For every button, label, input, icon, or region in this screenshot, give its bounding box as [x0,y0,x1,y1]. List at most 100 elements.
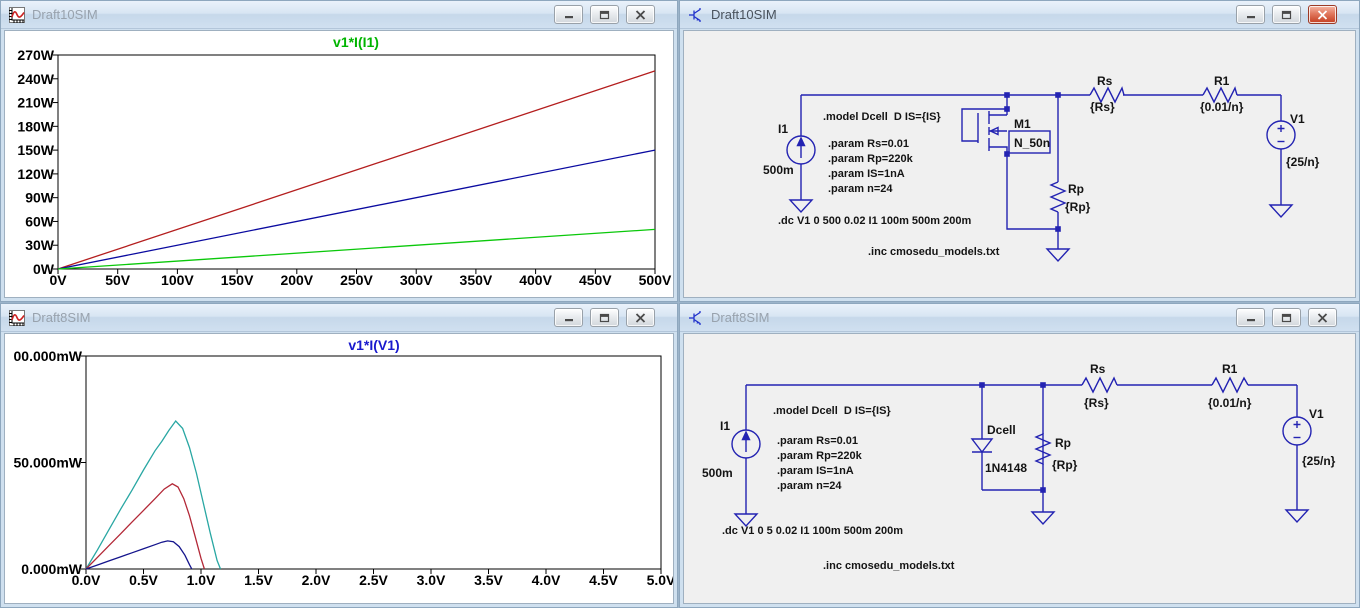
svg-text:4.0V: 4.0V [532,572,561,588]
svg-text:2.5V: 2.5V [359,572,388,588]
resistor-rp[interactable] [1030,385,1056,526]
resistor-r1[interactable] [1202,86,1238,104]
svg-text:0V: 0V [49,272,67,288]
restore-button[interactable] [1272,308,1301,327]
current-source-i1[interactable] [786,95,816,214]
minimize-button[interactable] [554,308,583,327]
r1-value: {0.01/n} [1200,100,1244,114]
titlebar[interactable]: Draft8SIM [680,304,1359,332]
param-is: .param IS=1nA [777,465,854,477]
junction-dots [1004,92,1061,232]
svg-text:0.000mW: 0.000mW [21,561,82,577]
waveform-pane[interactable]: v1*I(V1) 0.0V 0.5V 1.0V 1.5V 2.0V 2.5V 3.0V 3.5… [4,333,674,604]
diode-dcell[interactable] [970,385,1043,491]
svg-text:3.0V: 3.0V [417,572,446,588]
svg-text:0W: 0W [33,261,55,277]
window-title: Draft8SIM [32,310,91,325]
restore-button[interactable] [590,5,619,24]
waveform-icon [9,309,25,326]
d1-value: 1N4148 [985,461,1027,475]
i1-value: 500m [763,163,794,177]
v1-name: V1 [1290,112,1305,126]
waveform-window-bottom: Draft8SIM v1*I(V1) 0.0V 0.5V 1.0V 1.5V 2.0V 2… [0,303,678,608]
window-title: Draft10SIM [32,7,98,22]
svg-text:350V: 350V [460,272,493,288]
model-directive: .model Dcell D IS={IS} [823,111,941,123]
r1-name: R1 [1222,362,1238,376]
param-rs: .param Rs=0.01 [777,435,858,447]
titlebar[interactable]: Draft8SIM [1,304,677,332]
resistor-r1[interactable] [1211,376,1249,394]
param-is: .param IS=1nA [828,168,905,180]
plot-canvas[interactable]: 0V 50V 100V 150V 200V 250V 300V 350V 400V 450V 500… [17,47,672,288]
rs-name: Rs [1090,362,1106,376]
svg-text:4.5V: 4.5V [589,572,618,588]
close-button[interactable] [1308,5,1337,24]
rp-name: Rp [1068,182,1084,196]
minimize-button[interactable] [1236,5,1265,24]
waveform-window-top: Draft10SIM v1*I(I1) 0V 50V 100V 150V 200V 250… [0,0,678,302]
plot-canvas[interactable]: 0.0V 0.5V 1.0V 1.5V 2.0V 2.5V 3.0V 3.5V 4.0V 4.5V… [14,348,674,588]
rp-value: {Rp} [1065,200,1091,214]
svg-text:30W: 30W [25,237,55,253]
r1-name: R1 [1214,74,1230,88]
svg-text:3.5V: 3.5V [474,572,503,588]
titlebar[interactable]: Draft10SIM [680,1,1359,29]
v1-value: {25/n} [1302,454,1336,468]
svg-text:1.5V: 1.5V [244,572,273,588]
param-rp: .param Rp=220k [828,153,914,165]
svg-text:90W: 90W [25,190,55,206]
m1-name: M1 [1014,117,1031,131]
minimize-button[interactable] [554,5,583,24]
svg-text:500V: 500V [639,272,672,288]
resistor-rp[interactable] [1045,95,1071,263]
close-button[interactable] [1308,308,1337,327]
i1-value: 500m [702,466,733,480]
restore-button[interactable] [1272,5,1301,24]
plot-title: v1*I(V1) [348,337,399,353]
schematic-icon [688,310,704,326]
voltage-source-v1[interactable] [1266,95,1296,219]
svg-text:120W: 120W [17,166,54,182]
svg-text:240W: 240W [17,71,54,87]
minimize-button[interactable] [1236,308,1265,327]
titlebar[interactable]: Draft10SIM [1,1,677,29]
svg-text:300V: 300V [400,272,433,288]
m1-model: N_50n [1014,136,1050,150]
window-title: Draft8SIM [711,310,770,325]
svg-text:150W: 150W [17,142,54,158]
rs-value: {Rs} [1090,100,1115,114]
dc-directive: .dc V1 0 5 0.02 I1 100m 500m 200m [722,525,903,537]
param-rp: .param Rp=220k [777,450,863,462]
svg-text:200V: 200V [280,272,313,288]
rp-name: Rp [1055,436,1071,450]
svg-text:0.5V: 0.5V [129,572,158,588]
svg-text:450V: 450V [579,272,612,288]
resistor-rs[interactable] [1089,86,1125,104]
rs-name: Rs [1097,74,1113,88]
close-button[interactable] [626,5,655,24]
svg-text:00.000mW: 00.000mW [14,348,83,364]
svg-text:50.000mW: 50.000mW [14,455,83,471]
resistor-rs[interactable] [1081,376,1118,394]
inc-directive: .inc cmosedu_models.txt [868,246,1000,258]
nmos-m1[interactable] [961,95,1058,230]
junction-dots [979,382,1046,493]
close-button[interactable] [626,308,655,327]
d1-name: Dcell [987,423,1016,437]
svg-text:5.0V: 5.0V [647,572,674,588]
v1-value: {25/n} [1286,155,1320,169]
restore-button[interactable] [590,308,619,327]
waveform-pane[interactable]: v1*I(I1) 0V 50V 100V 150V 200V 250V 300V 350V 40… [4,30,674,298]
schematic-canvas[interactable]: I1 500m Dcell 1N4148 Rp {Rp} Rs {Rs} R1 … [683,333,1356,604]
plot-title: v1*I(I1) [333,34,379,50]
model-directive: .model Dcell D IS={IS} [773,405,891,417]
inc-directive: .inc cmosedu_models.txt [823,560,955,572]
schematic-canvas[interactable]: I1 500m M1 N_50n Rp {Rp} Rs {Rs} R1 {0.0… [683,30,1356,298]
current-source-i1[interactable] [731,385,761,528]
voltage-source-v1[interactable] [1282,385,1312,524]
dc-directive: .dc V1 0 500 0.02 I1 100m 500m 200m [778,215,971,227]
param-n: .param n=24 [777,480,842,492]
r1-value: {0.01/n} [1208,396,1252,410]
